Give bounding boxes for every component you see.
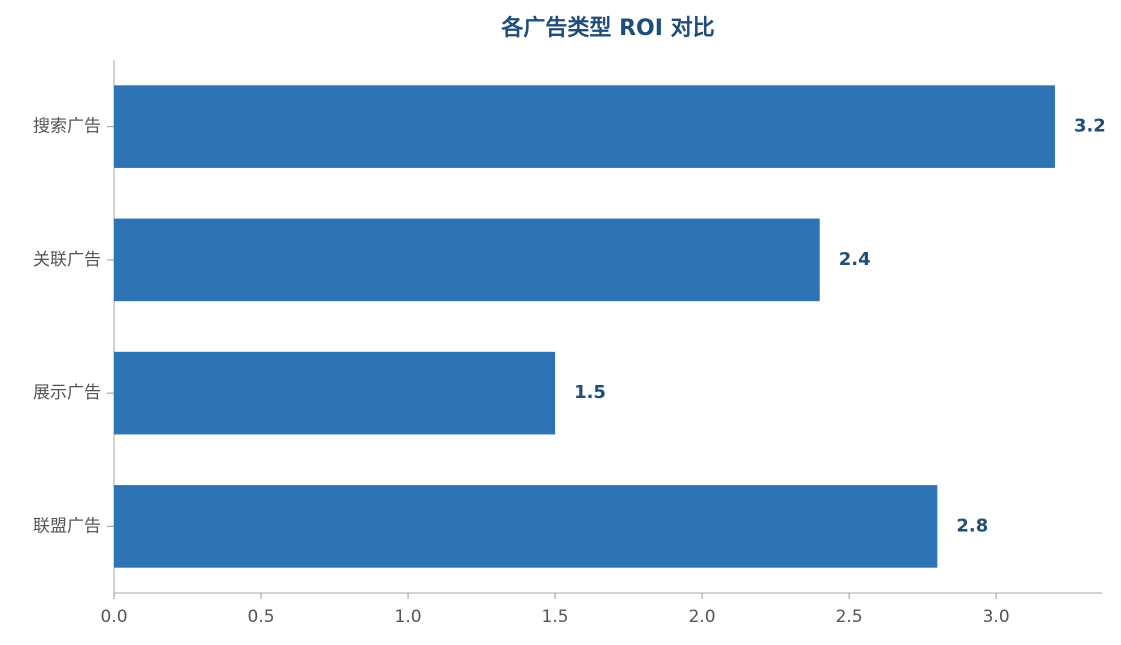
- bar: [114, 485, 938, 568]
- x-tick-label: 3.0: [983, 607, 1010, 627]
- x-tick-label: 2.5: [836, 607, 863, 627]
- chart-title: 各广告类型 ROI 对比: [500, 15, 714, 41]
- bar: [114, 85, 1055, 168]
- y-tick-label: 联盟广告: [33, 516, 101, 536]
- x-tick-label: 0.5: [248, 607, 275, 627]
- bar: [114, 351, 556, 435]
- y-tick-label: 展示广告: [33, 383, 101, 403]
- value-label: 2.8: [956, 515, 988, 536]
- y-tick-label: 搜索广告: [33, 117, 101, 137]
- value-label: 2.4: [839, 249, 871, 270]
- value-label: 1.5: [574, 382, 606, 403]
- x-tick-label: 0.0: [100, 607, 127, 627]
- x-tick-label: 2.0: [689, 607, 716, 627]
- bar: [114, 218, 820, 302]
- value-label: 3.2: [1074, 116, 1106, 137]
- x-tick-label: 1.5: [542, 607, 569, 627]
- y-tick-label: 关联广告: [33, 250, 101, 270]
- x-tick-label: 1.0: [395, 607, 422, 627]
